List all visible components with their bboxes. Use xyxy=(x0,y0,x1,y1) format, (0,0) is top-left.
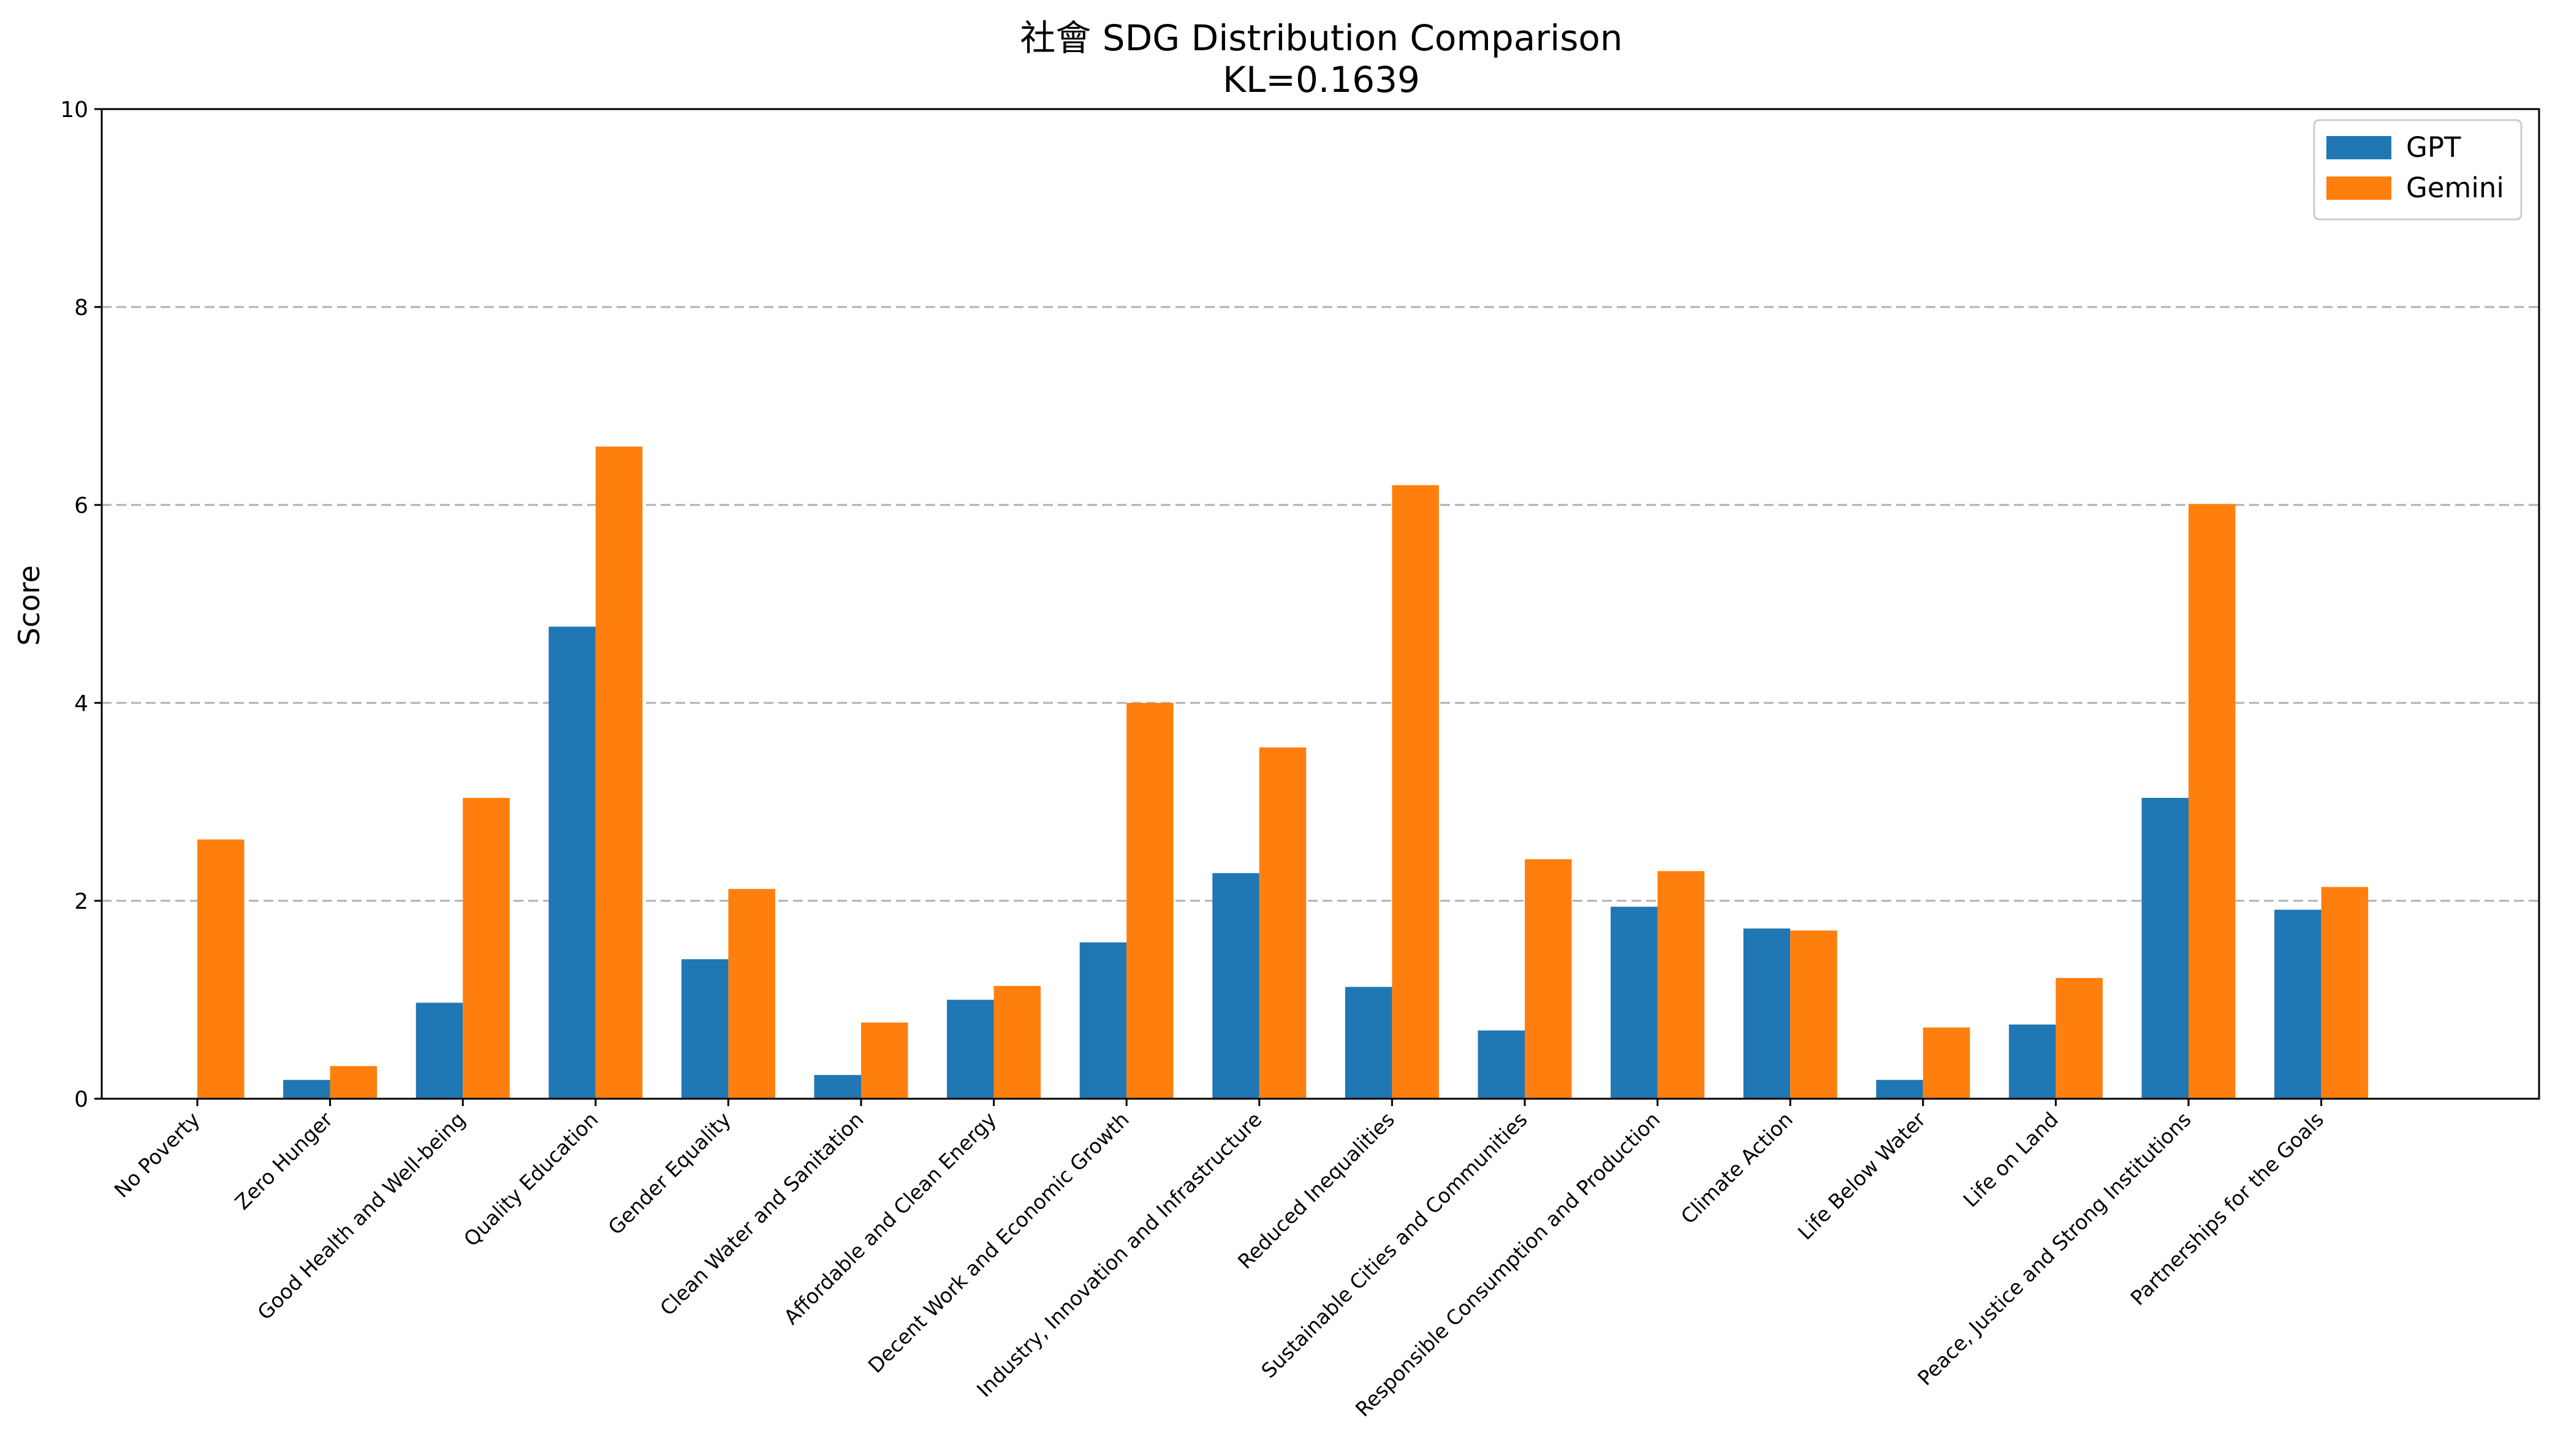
bar-gpt-12 xyxy=(1611,906,1658,1099)
legend-swatch-gemini xyxy=(2326,176,2391,200)
bar-gemini-4 xyxy=(595,446,643,1099)
bar-gpt-4 xyxy=(549,626,596,1099)
bar-gpt-9 xyxy=(1212,873,1259,1099)
legend-swatch-gpt xyxy=(2326,136,2391,159)
bar-gemini-11 xyxy=(1525,859,1572,1099)
bar-gemini-1 xyxy=(197,839,245,1099)
bar-gemini-3 xyxy=(463,798,510,1099)
bar-gemini-14 xyxy=(1923,1027,1970,1099)
bar-gemini-13 xyxy=(1790,930,1837,1099)
bar-gemini-5 xyxy=(728,889,775,1099)
bar-gemini-12 xyxy=(1657,871,1705,1099)
y-tick-label: 4 xyxy=(74,691,88,716)
y-tick-label: 6 xyxy=(74,493,88,518)
bar-layer xyxy=(197,446,2369,1099)
bar-gpt-14 xyxy=(1876,1080,1923,1099)
legend-label-gpt: GPT xyxy=(2406,131,2461,164)
bar-gemini-6 xyxy=(861,1022,908,1099)
bar-gpt-3 xyxy=(416,1003,463,1099)
bar-gpt-16 xyxy=(2141,798,2189,1099)
bar-gemini-9 xyxy=(1259,747,1307,1099)
bar-gpt-10 xyxy=(1345,987,1392,1099)
bar-gemini-7 xyxy=(993,985,1041,1099)
bar-gpt-7 xyxy=(947,999,994,1099)
chart-subtitle: KL=0.1639 xyxy=(1223,59,1420,100)
bar-gpt-13 xyxy=(1743,928,1791,1099)
bar-gemini-8 xyxy=(1126,703,1174,1099)
legend-label-gemini: Gemini xyxy=(2406,172,2504,204)
y-tick-label: 8 xyxy=(74,295,88,320)
bar-gemini-10 xyxy=(1392,485,1439,1099)
bar-gpt-17 xyxy=(2274,909,2322,1099)
bar-gemini-16 xyxy=(2189,504,2236,1099)
bar-gpt-5 xyxy=(681,959,729,1099)
plot-frame xyxy=(101,108,2540,1100)
bar-gemini-15 xyxy=(2056,977,2103,1099)
y-axis: 0 2 4 6 8 10 xyxy=(60,97,102,1112)
bar-gemini-17 xyxy=(2321,887,2369,1099)
y-tick-label: 10 xyxy=(60,97,88,123)
bar-gpt-15 xyxy=(2008,1024,2056,1099)
legend: GPT Gemini xyxy=(2313,119,2523,221)
bar-gpt-2 xyxy=(283,1080,330,1099)
bar-gpt-11 xyxy=(1478,1030,1525,1099)
y-tick-label: 0 xyxy=(74,1087,88,1112)
y-tick-label: 2 xyxy=(74,889,88,914)
chart-title: 社會 SDG Distribution Comparison xyxy=(1020,17,1622,59)
bar-gpt-8 xyxy=(1079,942,1127,1099)
bar-gpt-6 xyxy=(814,1075,861,1099)
bar-gemini-2 xyxy=(330,1066,378,1099)
y-axis-label: Score xyxy=(13,565,47,646)
